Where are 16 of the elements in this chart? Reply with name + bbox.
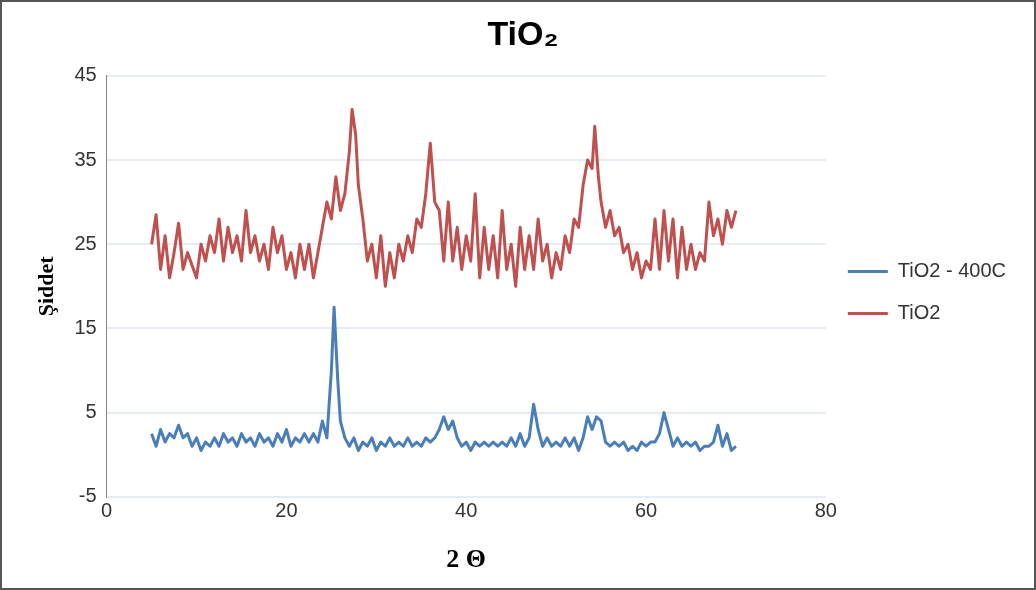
x-tick-label: 20 [275, 499, 298, 522]
x-tick-label: 40 [455, 499, 478, 522]
chart-title: TiO₂ [487, 13, 559, 52]
y-axis-title: Şiddet [32, 255, 58, 317]
y-tick-label: 35 [74, 147, 97, 170]
x-axis-title: 2 Θ [446, 544, 487, 574]
y-tick-label: 5 [85, 400, 97, 423]
x-tick-label: 0 [101, 499, 113, 522]
y-tick-label: 15 [74, 315, 97, 338]
legend-label: TiO2 - 400C [897, 259, 1006, 282]
legend-label: TiO2 [897, 301, 941, 324]
y-tick-label: -5 [78, 484, 97, 507]
x-tick-label: 80 [814, 499, 837, 522]
x-tick-label: 60 [634, 499, 658, 522]
y-tick-label: 45 [74, 63, 97, 86]
y-tick-label: 25 [74, 231, 97, 254]
